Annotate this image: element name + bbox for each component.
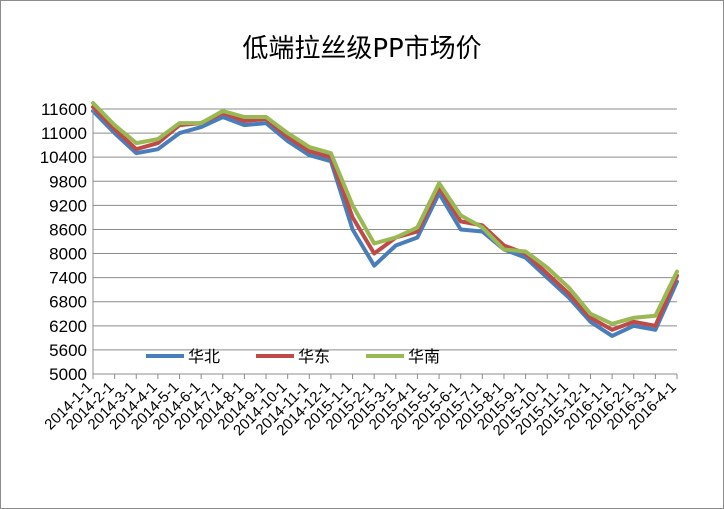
- y-tick-label: 9800: [49, 172, 87, 191]
- legend-label: 华北: [188, 347, 220, 366]
- series-line-3: [91, 101, 679, 326]
- y-tick-label: 9200: [49, 196, 87, 215]
- y-tick-label: 5000: [49, 365, 87, 384]
- chart-title: 低端拉丝级PP市场价: [242, 34, 481, 64]
- legend-label: 华南: [408, 347, 440, 366]
- y-tick-label: 10400: [40, 148, 87, 167]
- y-tick-label: 11600: [41, 100, 87, 119]
- y-tick-label: 8000: [49, 245, 87, 264]
- series-line-1: [91, 109, 679, 338]
- legend-label: 华东: [298, 347, 330, 366]
- y-tick-label: 5600: [49, 341, 87, 360]
- y-tick-label: 6200: [49, 317, 87, 336]
- y-tick-label: 7400: [49, 269, 87, 288]
- y-tick-label: 11000: [41, 124, 87, 143]
- series-line-2: [91, 105, 679, 332]
- y-tick-label: 6800: [49, 293, 87, 312]
- y-tick-label: 8600: [49, 220, 87, 239]
